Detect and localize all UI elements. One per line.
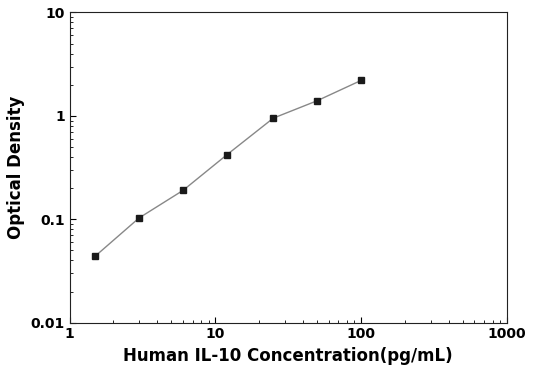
Y-axis label: Optical Density: Optical Density [7,96,25,239]
X-axis label: Human IL-10 Concentration(pg/mL): Human IL-10 Concentration(pg/mL) [123,347,453,365]
